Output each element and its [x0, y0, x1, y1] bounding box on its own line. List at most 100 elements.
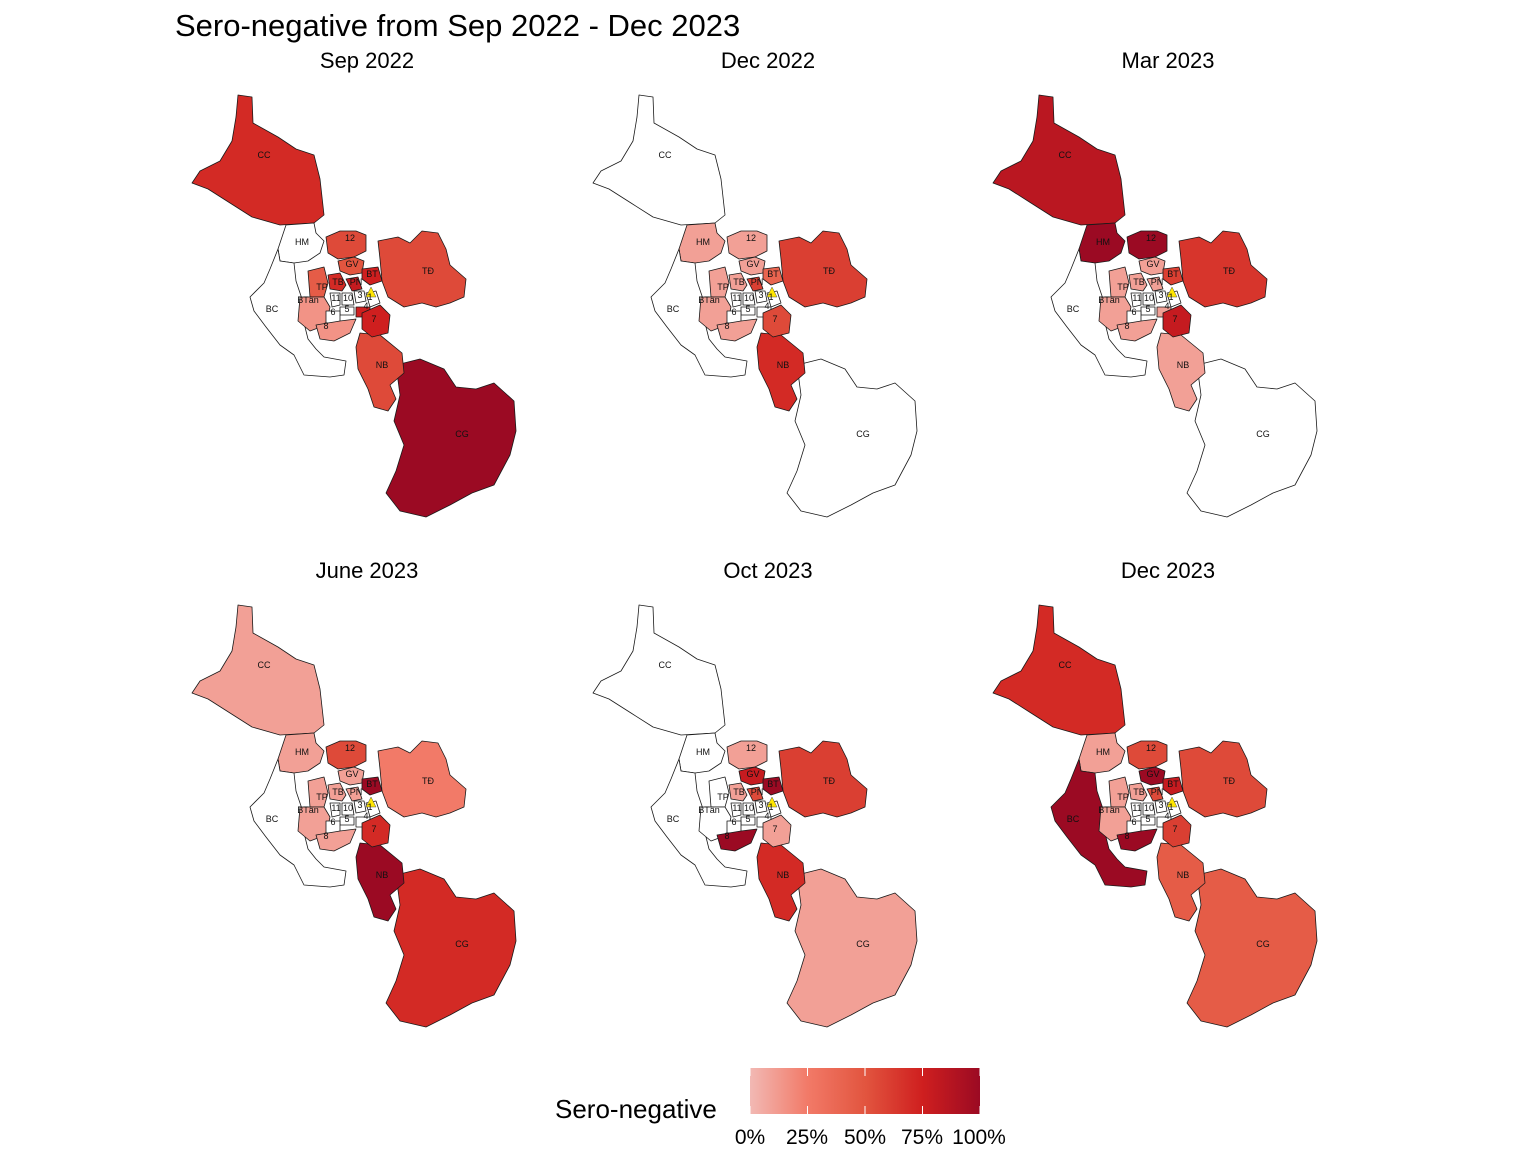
district-hm: [277, 222, 325, 264]
district-label-4: 4: [363, 301, 368, 311]
district-label-btan: BTân: [698, 805, 720, 815]
district-7: [762, 814, 792, 848]
district-label-11: 11: [1132, 803, 1141, 813]
district-label-11: 11: [1132, 293, 1141, 303]
district-10: [742, 802, 756, 816]
district-label-6: 6: [330, 307, 335, 317]
district-label-5: 5: [1145, 814, 1150, 824]
district-label-hm: HM: [696, 237, 710, 247]
district-label-8: 8: [724, 831, 729, 841]
district-label-11: 11: [732, 293, 741, 303]
district-10: [341, 802, 355, 816]
district-label-4: 4: [764, 301, 769, 311]
district-label-4: 4: [1164, 301, 1169, 311]
district-label-cc: CC: [659, 150, 672, 160]
district-cg: [1186, 358, 1318, 518]
district-3: [1154, 800, 1168, 814]
district-label-4: 4: [363, 811, 368, 821]
district-label-bc: BC: [1067, 304, 1080, 314]
district-pn: [345, 276, 363, 292]
district-tp: [1108, 266, 1130, 298]
district-nb: [355, 332, 405, 412]
district-label-1: 1: [367, 802, 372, 812]
district-td: [778, 740, 868, 818]
district-label-cg: CG: [455, 429, 469, 439]
district-label-tp: TP: [717, 792, 729, 802]
district-label-1: 1: [1168, 802, 1173, 812]
district-label-12: 12: [345, 233, 355, 243]
district-label-hm: HM: [1096, 747, 1110, 757]
site-marker-icon: [1166, 796, 1178, 808]
district-label-td: TĐ: [823, 776, 835, 786]
district-pn: [345, 786, 363, 802]
district-label-cg: CG: [856, 939, 870, 949]
district-label-td: TĐ: [422, 776, 434, 786]
district-label-nb: NB: [777, 360, 790, 370]
district-td: [377, 230, 467, 308]
district-label-gv: GV: [746, 769, 759, 779]
district-label-10: 10: [744, 293, 754, 303]
district-label-cg: CG: [1256, 429, 1270, 439]
legend-tick-25: 25%: [785, 1126, 829, 1149]
district-label-1: 1: [768, 292, 773, 302]
district-label-12: 12: [746, 743, 756, 753]
district-label-bt: BT: [1167, 779, 1179, 789]
district-label-gv: GV: [345, 769, 358, 779]
district-10: [1142, 802, 1156, 816]
district-tb: [327, 782, 347, 802]
district-12: [1126, 740, 1168, 770]
district-7: [762, 304, 792, 338]
district-8: [315, 318, 357, 342]
district-tb: [728, 782, 748, 802]
district-label-7: 7: [772, 314, 777, 324]
district-label-10: 10: [1144, 803, 1154, 813]
district-label-5: 5: [344, 814, 349, 824]
district-hm: [678, 222, 726, 264]
district-label-gv: GV: [1146, 769, 1159, 779]
district-bt: [1162, 776, 1184, 796]
district-7: [361, 814, 391, 848]
district-label-nb: NB: [777, 870, 790, 880]
district-11: [329, 292, 341, 308]
district-label-tp: TP: [1117, 282, 1129, 292]
district-label-cc: CC: [659, 660, 672, 670]
district-label-bc: BC: [667, 814, 680, 824]
district-td: [1178, 740, 1268, 818]
district-label-3: 3: [357, 290, 362, 300]
district-label-cg: CG: [455, 939, 469, 949]
district-label-tb: TB: [1133, 787, 1145, 797]
district-cc: [992, 604, 1126, 736]
district-cg: [786, 868, 918, 1028]
panel-title-june-2023: June 2023: [315, 558, 419, 583]
panel-title-sep-2022: Sep 2022: [319, 48, 415, 73]
district-11: [730, 292, 742, 308]
district-12: [325, 230, 367, 260]
district-nb: [355, 842, 405, 922]
district-label-tb: TB: [733, 277, 745, 287]
district-nb: [756, 842, 806, 922]
district-label-tp: TP: [1117, 792, 1129, 802]
site-marker-icon: [766, 286, 778, 298]
district-tb: [728, 272, 748, 292]
district-label-hm: HM: [295, 747, 309, 757]
panel-title-dec-2022: Dec 2022: [720, 48, 816, 73]
district-label-gv: GV: [345, 259, 358, 269]
district-label-12: 12: [1146, 743, 1156, 753]
district-label-tp: TP: [717, 282, 729, 292]
district-label-tp: TP: [316, 792, 328, 802]
district-bt: [1162, 266, 1184, 286]
legend-tick-100: 100%: [952, 1126, 1006, 1149]
map-title: Sero-negative from Sep 2022 - Dec 2023: [175, 8, 741, 43]
district-bc: [650, 248, 748, 378]
district-pn: [1146, 276, 1164, 292]
district-label-cc: CC: [258, 660, 271, 670]
district-12: [325, 740, 367, 770]
district-12: [726, 230, 768, 260]
district-8: [315, 828, 357, 852]
district-label-td: TĐ: [823, 266, 835, 276]
district-label-1: 1: [768, 802, 773, 812]
district-label-3: 3: [758, 800, 763, 810]
